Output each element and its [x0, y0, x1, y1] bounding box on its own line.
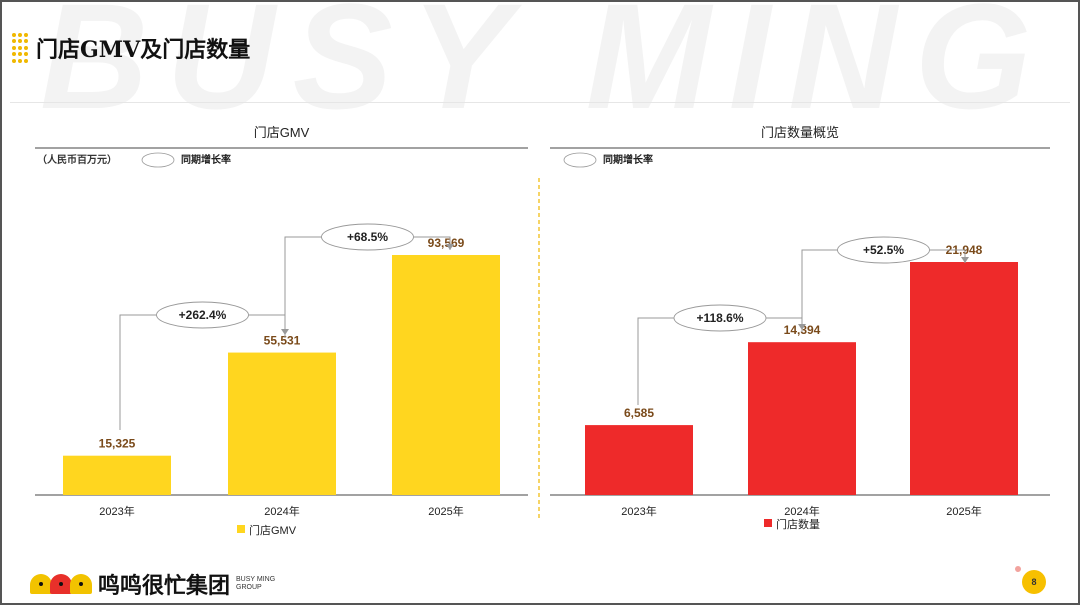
growth-legend-icon [563, 152, 597, 168]
background-watermark: BUSY MING [40, 0, 1050, 140]
brand-subtitle: BUSY MING GROUP [236, 576, 284, 592]
chart-title: 门店GMV [254, 125, 310, 140]
bar [392, 255, 500, 495]
brand-sub-line2: GROUP [236, 584, 262, 591]
page-accent-dot [1015, 566, 1021, 572]
growth-legend-label: 同期增长率 [181, 153, 231, 166]
legend-swatch [764, 519, 772, 527]
growth-label: +68.5% [347, 230, 388, 244]
bar [910, 262, 1018, 495]
bar [748, 342, 856, 495]
growth-legend-label: 同期增长率 [603, 153, 653, 166]
bar-value-label: 15,325 [99, 437, 136, 451]
growth-bubble [156, 301, 249, 329]
unit-note: （人民币百万元） [37, 153, 117, 166]
bar [228, 352, 336, 495]
brand-mark-icon [30, 574, 92, 594]
bar [585, 425, 693, 495]
x-tick-label: 2025年 [428, 504, 463, 518]
legend-label: 门店GMV [249, 523, 297, 537]
growth-label: +118.6% [696, 311, 743, 325]
legend-label: 门店数量 [776, 517, 820, 531]
bar [63, 455, 171, 495]
brand-name: 鸣鸣很忙集团 [98, 574, 231, 599]
page-number: 8 [1022, 570, 1046, 594]
chart-title: 门店数量概览 [761, 125, 839, 140]
growth-bubble [673, 304, 767, 332]
growth-bubble [321, 223, 414, 251]
growth-arrow-icon [446, 244, 454, 250]
growth-arrow-icon [961, 257, 969, 263]
title-divider [10, 102, 1070, 103]
growth-label: +52.5% [863, 243, 904, 257]
x-tick-label: 2023年 [621, 504, 656, 518]
growth-bubble [837, 236, 930, 264]
x-tick-label: 2023年 [99, 504, 134, 518]
page-title: 门店GMV及门店数量 [36, 37, 251, 63]
growth-legend-icon [141, 152, 175, 168]
x-tick-label: 2024年 [264, 504, 299, 518]
growth-label: +262.4% [179, 308, 227, 322]
x-tick-label: 2024年 [784, 504, 819, 518]
bar-value-label: 6,585 [624, 406, 654, 420]
brand-sub-line1: BUSY MING [236, 576, 276, 583]
bar-value-label: 55,531 [264, 334, 301, 348]
title-row: 门店GMV及门店数量 [12, 32, 250, 64]
legend-swatch [237, 525, 245, 533]
bar-value-label: 93,569 [428, 236, 465, 250]
title-dots-icon [12, 33, 28, 63]
x-tick-label: 2025年 [946, 504, 981, 518]
brand-logo: 鸣鸣很忙集团 BUSY MING GROUP [30, 568, 284, 600]
